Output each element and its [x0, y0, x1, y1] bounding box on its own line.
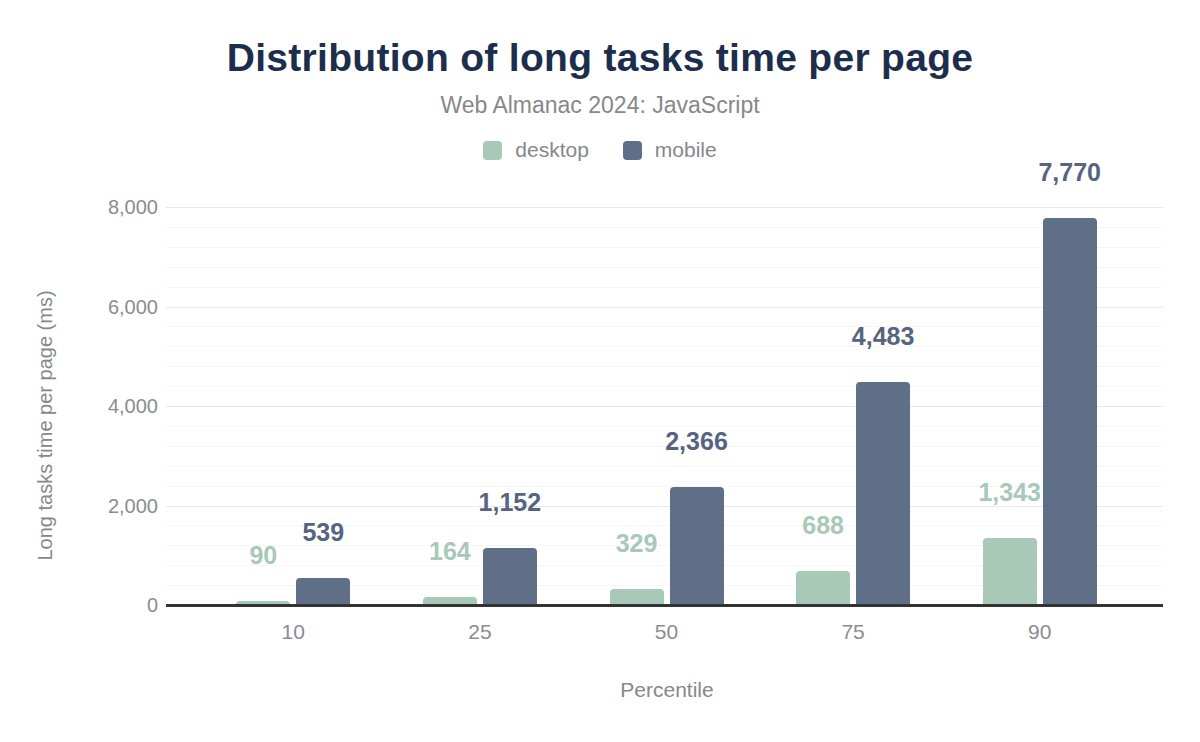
minor-gridline	[166, 346, 1163, 347]
x-tick-label-25: 25	[468, 619, 491, 645]
major-gridline	[166, 207, 1163, 208]
legend: desktop mobile	[0, 138, 1200, 162]
minor-gridline	[166, 267, 1163, 268]
value-label-desktop-p25: 164	[429, 539, 471, 564]
x-axis-line	[166, 604, 1163, 607]
desktop-legend-swatch-icon	[483, 141, 502, 160]
chart-subtitle: Web Almanac 2024: JavaScript	[0, 92, 1200, 119]
bar-mobile-p25[interactable]	[483, 548, 537, 605]
minor-gridline	[166, 326, 1163, 327]
x-axis-title: Percentile	[200, 678, 1134, 702]
major-gridline	[166, 406, 1163, 407]
value-label-mobile-p10: 539	[302, 520, 344, 545]
chart-title: Distribution of long tasks time per page	[0, 36, 1200, 80]
bar-mobile-p75[interactable]	[856, 382, 910, 605]
minor-gridline	[166, 287, 1163, 288]
minor-gridline	[166, 366, 1163, 367]
bar-mobile-p10[interactable]	[296, 578, 350, 605]
bar-mobile-p90[interactable]	[1043, 218, 1097, 605]
legend-label-desktop: desktop	[515, 138, 589, 162]
legend-item-desktop[interactable]: desktop	[483, 138, 589, 162]
bar-desktop-p50[interactable]	[610, 589, 664, 605]
value-label-desktop-p50: 329	[616, 531, 658, 556]
bar-mobile-p50[interactable]	[670, 487, 724, 605]
y-tick-label: 0	[0, 593, 158, 617]
bar-desktop-p75[interactable]	[796, 571, 850, 605]
value-label-desktop-p90: 1,343	[978, 480, 1041, 505]
value-label-mobile-p50: 2,366	[665, 429, 728, 454]
legend-label-mobile: mobile	[655, 138, 717, 162]
x-tick-label-90: 90	[1028, 619, 1051, 645]
value-label-desktop-p75: 688	[802, 513, 844, 538]
chart: Distribution of long tasks time per page…	[0, 0, 1200, 742]
value-label-mobile-p25: 1,152	[479, 490, 542, 515]
mobile-legend-swatch-icon	[623, 141, 642, 160]
minor-gridline	[166, 247, 1163, 248]
y-tick-label: 4,000	[0, 394, 158, 418]
y-tick-label: 6,000	[0, 295, 158, 319]
legend-item-mobile[interactable]: mobile	[623, 138, 717, 162]
x-tick-label-10: 10	[282, 619, 305, 645]
y-axis-title: Long tasks time per page (ms)	[34, 226, 57, 626]
major-gridline	[166, 307, 1163, 308]
value-label-mobile-p75: 4,483	[852, 324, 915, 349]
minor-gridline	[166, 386, 1163, 387]
minor-gridline	[166, 227, 1163, 228]
value-label-desktop-p10: 90	[249, 543, 277, 568]
x-tick-label-75: 75	[841, 619, 864, 645]
x-tick-label-50: 50	[655, 619, 678, 645]
value-label-mobile-p90: 7,770	[1038, 160, 1101, 185]
minor-gridline	[166, 466, 1163, 467]
y-tick-label: 2,000	[0, 494, 158, 518]
bar-desktop-p90[interactable]	[983, 538, 1037, 605]
y-tick-label: 8,000	[0, 195, 158, 219]
